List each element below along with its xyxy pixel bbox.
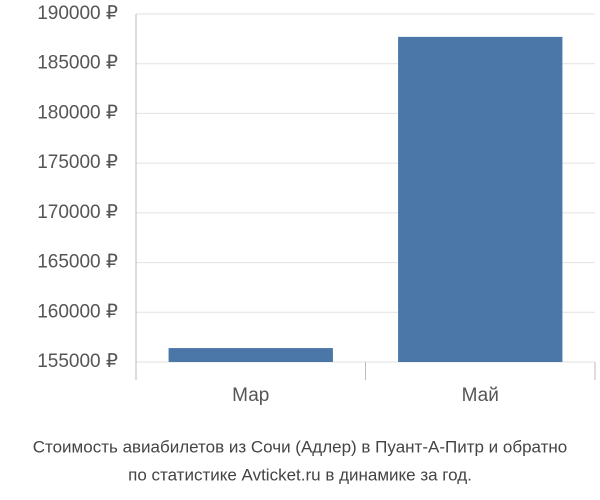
y-tick-label: 185000 ₽ [37, 53, 118, 74]
y-tick-label: 180000 ₽ [37, 102, 118, 123]
bar [168, 348, 333, 362]
y-tick-label: 170000 ₽ [37, 202, 118, 223]
bar [398, 36, 563, 363]
chart-subtitle: по статистике Avticket.ru в динамике за … [128, 465, 472, 484]
chart-title: Стоимость авиабилетов из Сочи (Адлер) в … [33, 437, 568, 456]
x-tick-label: Мар [232, 385, 269, 406]
x-tick-label: Май [462, 385, 499, 406]
y-tick-label: 155000 ₽ [37, 351, 118, 372]
y-tick-label: 160000 ₽ [37, 301, 118, 322]
y-tick-label: 190000 ₽ [37, 3, 118, 24]
y-tick-label: 165000 ₽ [37, 252, 118, 273]
y-tick-label: 175000 ₽ [37, 152, 118, 173]
